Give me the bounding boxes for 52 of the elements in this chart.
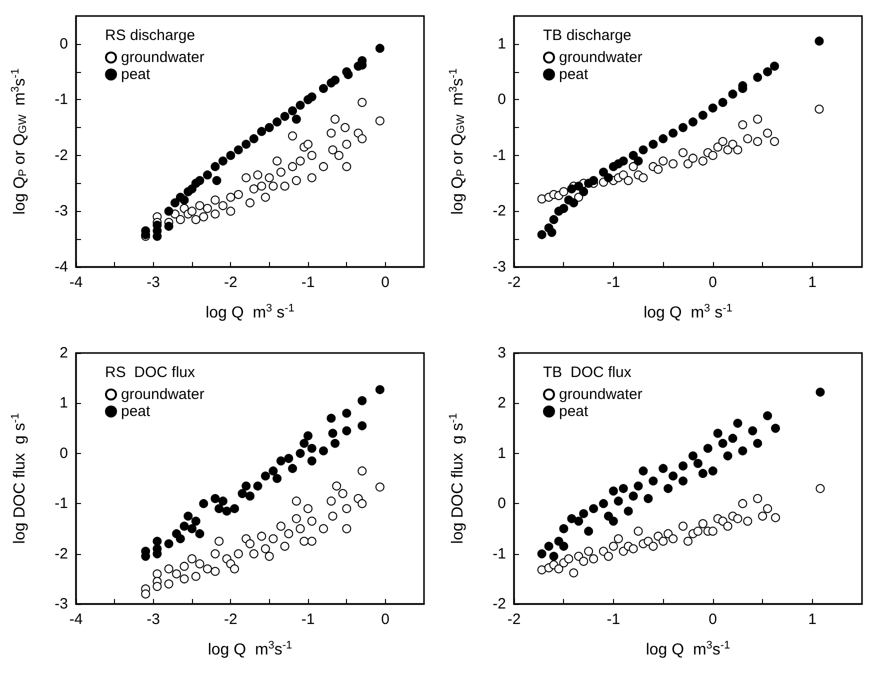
y-tick-label: 0 [60, 35, 68, 52]
y-tick-label: 2 [60, 344, 68, 362]
x-tick-label: -3 [146, 274, 160, 291]
y-tick-label: 3 [498, 344, 506, 362]
y-axis-title: log QP or QGW m3s-1 [448, 68, 467, 215]
legend-title: RS DOC flux [105, 364, 196, 381]
y-tick-label: 1 [498, 35, 506, 52]
x-tick-label: 0 [381, 611, 390, 628]
x-tick-label: 1 [808, 611, 816, 628]
x-tick-label: 0 [381, 274, 390, 291]
x-tick-label: -1 [606, 274, 620, 291]
y-tick-label: -1 [492, 545, 506, 562]
x-tick-label: -2 [224, 274, 238, 291]
legend-label: peat [559, 66, 590, 83]
x-tick-label: -1 [301, 611, 315, 628]
legend-label: groundwater [121, 49, 204, 66]
y-tick-label: -2 [54, 146, 68, 164]
y-tick-label: -2 [492, 202, 506, 220]
x-tick-label: -1 [301, 274, 315, 291]
y-tick-label: -3 [492, 258, 506, 276]
y-tick-label: 0 [498, 495, 506, 512]
legend-title: RS discharge [105, 27, 196, 44]
y-tick-label: -3 [54, 596, 68, 612]
x-tick-label: 0 [708, 611, 718, 628]
y-tick-label: -1 [54, 495, 68, 512]
legend-label: groundwater [559, 49, 642, 66]
legend-label: peat [121, 66, 152, 83]
x-tick-label: -3 [146, 611, 160, 628]
y-tick-label: -2 [492, 596, 506, 612]
legend-label: peat [121, 403, 152, 420]
y-axis-title: log DOC flux g s-1 [10, 413, 28, 544]
x-tick-label: 1 [808, 274, 816, 291]
y-tick-label: -1 [492, 146, 506, 164]
y-tick-label: -3 [54, 202, 68, 220]
y-tick-label: -1 [54, 91, 68, 108]
legend-title: TB DOC flux [543, 364, 632, 381]
y-axis-title: log DOC flux g s-1 [448, 413, 466, 544]
y-tick-label: 0 [60, 444, 68, 462]
y-axis-title: log QP or QGW m3s-1 [10, 68, 29, 215]
y-tick-label: -2 [54, 545, 68, 562]
y-tick-label: 0 [498, 91, 506, 108]
x-tick-label: -2 [224, 611, 238, 628]
x-tick-label: -1 [606, 611, 620, 628]
legend-label: groundwater [559, 386, 642, 403]
y-tick-label: -4 [54, 258, 68, 276]
y-tick-label: 1 [498, 444, 506, 462]
legend-label: groundwater [121, 386, 204, 403]
x-tick-label: 0 [708, 274, 718, 291]
legend-title: TB discharge [543, 27, 632, 44]
y-tick-label: 2 [498, 394, 506, 412]
y-tick-label: 1 [60, 394, 68, 412]
legend-label: peat [559, 403, 590, 420]
